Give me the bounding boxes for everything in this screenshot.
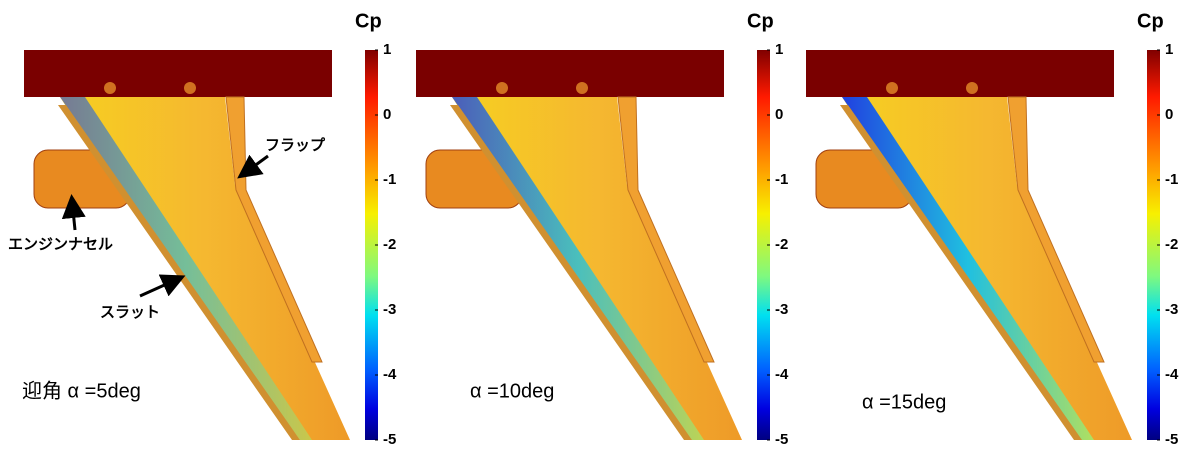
colorbar-tick-label: -3 xyxy=(383,301,396,318)
panel: Cp1 0 -1 -2 -3 -4 -5 α =15deg xyxy=(806,10,1179,448)
pylon xyxy=(184,82,196,94)
flap xyxy=(225,96,323,363)
colorbar-tick-label: -4 xyxy=(775,366,789,383)
mount-plate xyxy=(24,50,332,97)
flap xyxy=(1007,96,1105,363)
annotation-arrow xyxy=(61,194,86,231)
colorbar-tick-label: 0 xyxy=(383,106,391,123)
pylon xyxy=(966,82,978,94)
colorbar-tick-label: -5 xyxy=(1165,431,1178,448)
colorbar-tick-label: -3 xyxy=(775,301,788,318)
annotation-arrow xyxy=(139,274,186,298)
colorbar-tick-label: -2 xyxy=(383,236,396,253)
colorbar-tick-label: -5 xyxy=(383,431,396,448)
flap xyxy=(617,96,715,363)
pylon xyxy=(496,82,508,94)
leading-edge xyxy=(452,97,704,440)
annotation: フラップ xyxy=(265,137,326,154)
panel: Cp1 0 -1 -2 -3 -4 -5 α =10deg xyxy=(416,10,789,448)
caption: α =10deg xyxy=(470,380,554,402)
caption: 迎角 α =5deg xyxy=(22,379,141,402)
slat xyxy=(840,105,1082,440)
annotation-arrow xyxy=(237,154,269,179)
colorbar-tick-label: 1 xyxy=(1165,41,1173,58)
pylon xyxy=(576,82,588,94)
colorbar-tick-label: 1 xyxy=(775,41,783,58)
mount-plate xyxy=(806,50,1114,97)
colorbar xyxy=(1147,50,1160,440)
colorbar xyxy=(365,50,378,440)
colorbar xyxy=(757,50,770,440)
colorbar-tick-label: 1 xyxy=(383,41,391,58)
colorbar-tick-label: -2 xyxy=(775,236,788,253)
colorbar-tick-label: 0 xyxy=(775,106,783,123)
annotation: エンジンナセル xyxy=(8,236,113,253)
colorbar-tick-label: -1 xyxy=(775,171,788,188)
slat xyxy=(58,105,300,440)
pylon xyxy=(104,82,116,94)
colorbar-tick-label: -1 xyxy=(1165,171,1178,188)
slat xyxy=(450,105,692,440)
colorbar-tick-label: -4 xyxy=(383,366,397,383)
colorbar-title: Cp xyxy=(747,10,774,32)
pylon xyxy=(886,82,898,94)
colorbar-tick-label: -4 xyxy=(1165,366,1179,383)
colorbar-tick-label: 0 xyxy=(1165,106,1173,123)
leading-edge xyxy=(842,97,1094,440)
annotation: スラット xyxy=(100,304,160,321)
leading-edge xyxy=(60,97,312,440)
mount-plate xyxy=(416,50,724,97)
colorbar-tick-label: -2 xyxy=(1165,236,1178,253)
caption: α =15deg xyxy=(862,391,946,413)
colorbar-title: Cp xyxy=(1137,10,1164,32)
colorbar-tick-label: -5 xyxy=(775,431,788,448)
colorbar-title: Cp xyxy=(355,10,382,32)
colorbar-tick-label: -1 xyxy=(383,171,396,188)
colorbar-tick-label: -3 xyxy=(1165,301,1178,318)
